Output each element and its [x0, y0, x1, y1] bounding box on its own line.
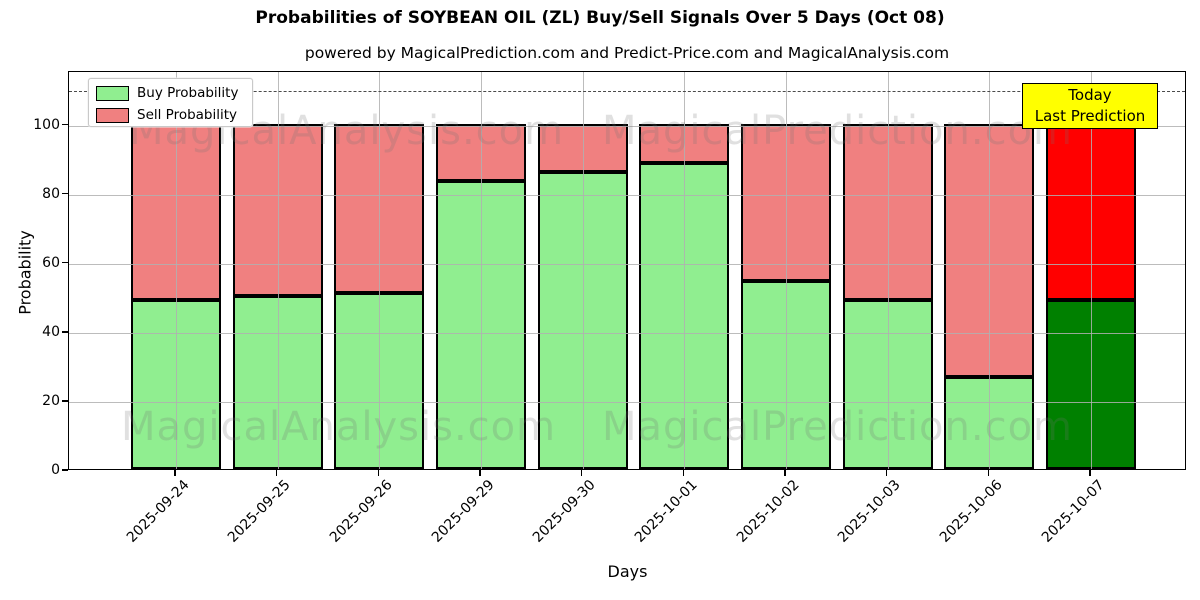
x-tick [1089, 470, 1091, 476]
watermark-text: MagicalAnalysis.com [121, 404, 557, 450]
x-tick-label: 2025-09-25 [225, 477, 294, 546]
x-tick [580, 470, 583, 476]
x-tick-label: 2025-10-06 [936, 477, 1006, 546]
gridline-v [379, 72, 381, 469]
x-tick [885, 470, 888, 476]
chart-title: Probabilities of SOYBEAN OIL (ZL) Buy/Se… [255, 8, 945, 28]
y-tick [62, 261, 68, 264]
x-tick-label: 2025-10-02 [733, 477, 803, 546]
y-tick [62, 123, 68, 126]
y-tick [62, 469, 68, 471]
x-tick [479, 470, 481, 476]
gridline-v [176, 72, 177, 469]
x-tick-label: 2025-10-07 [1038, 477, 1108, 546]
gridline-v [989, 72, 991, 469]
legend-swatch [96, 108, 129, 123]
gridline-v [582, 72, 584, 469]
y-tick-label: 20 [42, 392, 60, 409]
x-tick [784, 470, 786, 476]
threshold-dashline [69, 91, 1185, 92]
x-tick-label: 2025-09-24 [123, 477, 193, 546]
y-axis-label: Probability [15, 230, 35, 315]
x-tick-label: 2025-09-30 [530, 477, 600, 546]
x-tick-label: 2025-10-03 [835, 477, 905, 546]
x-tick-label: 2025-10-01 [631, 477, 701, 546]
y-tick-label: 60 [42, 254, 60, 271]
gridline-h [69, 125, 1185, 127]
gridline-v [786, 72, 788, 469]
watermark-text: MagicalPrediction.com [602, 404, 1073, 450]
x-tick [377, 470, 380, 476]
gridline-v [684, 72, 686, 469]
gridline-h [69, 194, 1185, 196]
chart-subtitle: powered by MagicalPrediction.com and Pre… [304, 44, 950, 62]
legend: Buy Probability Sell Probability [88, 78, 253, 127]
y-tick-label: 80 [42, 185, 60, 202]
today-annotation-line1: Today [1068, 86, 1112, 104]
y-tick [62, 331, 68, 333]
today-annotation-line2: Last Prediction [1034, 107, 1146, 125]
gridline-h [69, 332, 1185, 334]
gridline-h [69, 263, 1185, 265]
x-tick [275, 470, 278, 476]
gridline-v [481, 72, 482, 469]
gridline-v [1091, 72, 1093, 469]
watermark-text: MagicalPrediction.com [602, 108, 1073, 154]
gridline-v [277, 72, 279, 469]
x-tick-label: 2025-09-26 [326, 477, 396, 546]
y-tick [62, 192, 68, 195]
y-tick-label: 0 [51, 462, 60, 478]
legend-item-label: Buy Probability [137, 85, 239, 101]
x-tick [987, 470, 990, 476]
gridline-h [69, 401, 1185, 403]
x-tick [174, 470, 176, 476]
x-tick-label: 2025-09-29 [428, 477, 498, 546]
y-tick-label: 40 [42, 323, 60, 340]
legend-swatch [96, 86, 129, 101]
plot-area: Buy Probability Sell Probability Today La… [68, 71, 1186, 470]
legend-item-label: Sell Probability [137, 107, 238, 123]
y-tick-label: 100 [33, 116, 60, 133]
x-tick [682, 470, 685, 476]
today-annotation: Today Last Prediction [1022, 83, 1158, 129]
gridline-v [887, 72, 889, 469]
x-axis-label: Days [607, 562, 648, 581]
y-tick [62, 400, 68, 402]
